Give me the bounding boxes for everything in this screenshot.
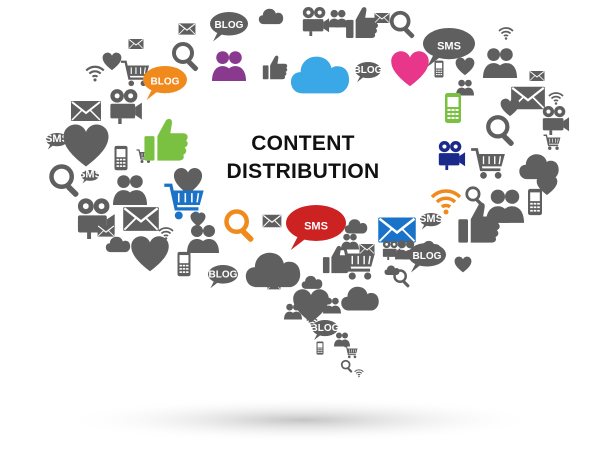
mobile-phone-icon <box>114 145 128 171</box>
video-camera-icon <box>542 105 570 135</box>
wifi-icon <box>85 65 105 83</box>
shopping-cart-icon <box>344 346 358 359</box>
envelope-icon <box>529 70 545 82</box>
wifi-icon <box>498 27 514 41</box>
heart-icon <box>500 98 520 117</box>
people-icon <box>483 48 517 78</box>
wifi-icon <box>548 92 564 106</box>
heart-icon <box>454 256 472 273</box>
search-icon <box>52 167 80 198</box>
cloud-icon <box>344 219 368 234</box>
people-icon <box>328 9 348 28</box>
mobile-phone-icon <box>434 60 444 78</box>
icon-cloud: BLOG SMS BLOG BLOG SMS SMS SMS SMS BLOG BLOG BLOG <box>45 6 570 378</box>
blog-icon: BLOG <box>311 320 340 341</box>
heart-icon <box>391 51 429 87</box>
blog-label: BLOG <box>209 270 238 281</box>
mobile-phone-icon <box>177 251 191 277</box>
heart-icon <box>131 236 169 272</box>
cloud-icon <box>258 8 284 25</box>
video-camera-icon <box>302 6 330 36</box>
people-icon <box>187 225 219 253</box>
mobile-phone-icon <box>445 93 461 123</box>
search-icon <box>488 117 514 147</box>
blog-label: BLOG <box>215 20 244 31</box>
search-icon <box>227 212 255 243</box>
envelope-icon <box>377 216 417 244</box>
mobile-phone-icon <box>316 341 324 355</box>
cloud-icon <box>290 56 350 94</box>
envelope-icon <box>128 38 144 50</box>
blog-label: BLOG <box>354 65 383 76</box>
sms-label: SMS <box>437 40 461 52</box>
blog-icon: BLOG <box>210 12 248 42</box>
cloud-icon <box>105 236 131 253</box>
blog-label: BLOG <box>413 251 442 262</box>
shopping-cart-icon <box>470 148 506 181</box>
sms-icon: SMS <box>45 133 69 150</box>
envelope-icon <box>359 243 375 255</box>
cloud-icon <box>245 252 301 288</box>
sms-icon: SMS <box>78 168 102 184</box>
video-camera-icon <box>438 140 466 170</box>
sms-label: SMS <box>304 221 328 233</box>
people-icon <box>341 233 359 250</box>
sms-icon: SMS <box>423 27 475 67</box>
title-line-1: CONTENT <box>251 132 355 155</box>
envelope-icon <box>262 214 282 228</box>
thumbs-up-icon <box>346 7 379 38</box>
thumbs-up-icon <box>262 55 288 80</box>
blog-label: BLOG <box>311 323 340 334</box>
search-icon <box>389 10 417 39</box>
people-icon <box>334 332 350 347</box>
sms-label: SMS <box>45 133 69 145</box>
blog-icon: BLOG <box>354 61 383 83</box>
envelope-icon <box>122 205 160 233</box>
title-line-2: DISTRIBUTION <box>227 160 380 183</box>
blog-icon: BLOG <box>143 66 187 101</box>
sms-icon: SMS <box>286 205 346 250</box>
people-icon <box>113 175 147 205</box>
heart-icon <box>63 124 109 167</box>
sms-icon: SMS <box>419 213 443 230</box>
heart-icon <box>455 57 475 76</box>
heart-icon <box>102 52 122 71</box>
envelope-icon <box>97 224 115 238</box>
shopping-cart-icon <box>543 134 561 151</box>
envelope-icon <box>178 22 196 36</box>
wifi-icon <box>430 189 462 217</box>
heart-icon <box>173 167 203 195</box>
thumbs-up-icon <box>322 245 352 274</box>
wifi-icon <box>354 369 364 378</box>
blog-label: BLOG <box>151 76 180 87</box>
cloud-icon <box>341 286 379 311</box>
video-camera-icon <box>110 89 142 124</box>
title-block: CONTENT DISTRIBUTION <box>227 132 380 183</box>
cloud-icon <box>301 275 323 289</box>
sms-label: SMS <box>78 168 102 180</box>
blog-icon: BLOG <box>408 243 446 273</box>
search-icon <box>340 359 354 373</box>
search-icon <box>172 42 201 72</box>
cloud-icon <box>384 265 400 275</box>
cloud-icon <box>519 154 559 180</box>
mobile-phone-icon <box>528 188 542 216</box>
envelope-icon <box>70 100 102 122</box>
blog-icon: BLOG <box>208 265 238 289</box>
sms-label: SMS <box>419 213 443 225</box>
thumbs-up-icon <box>144 118 188 161</box>
floor-shadow <box>62 398 542 442</box>
people-icon <box>212 51 246 81</box>
envelope-icon <box>374 12 390 24</box>
